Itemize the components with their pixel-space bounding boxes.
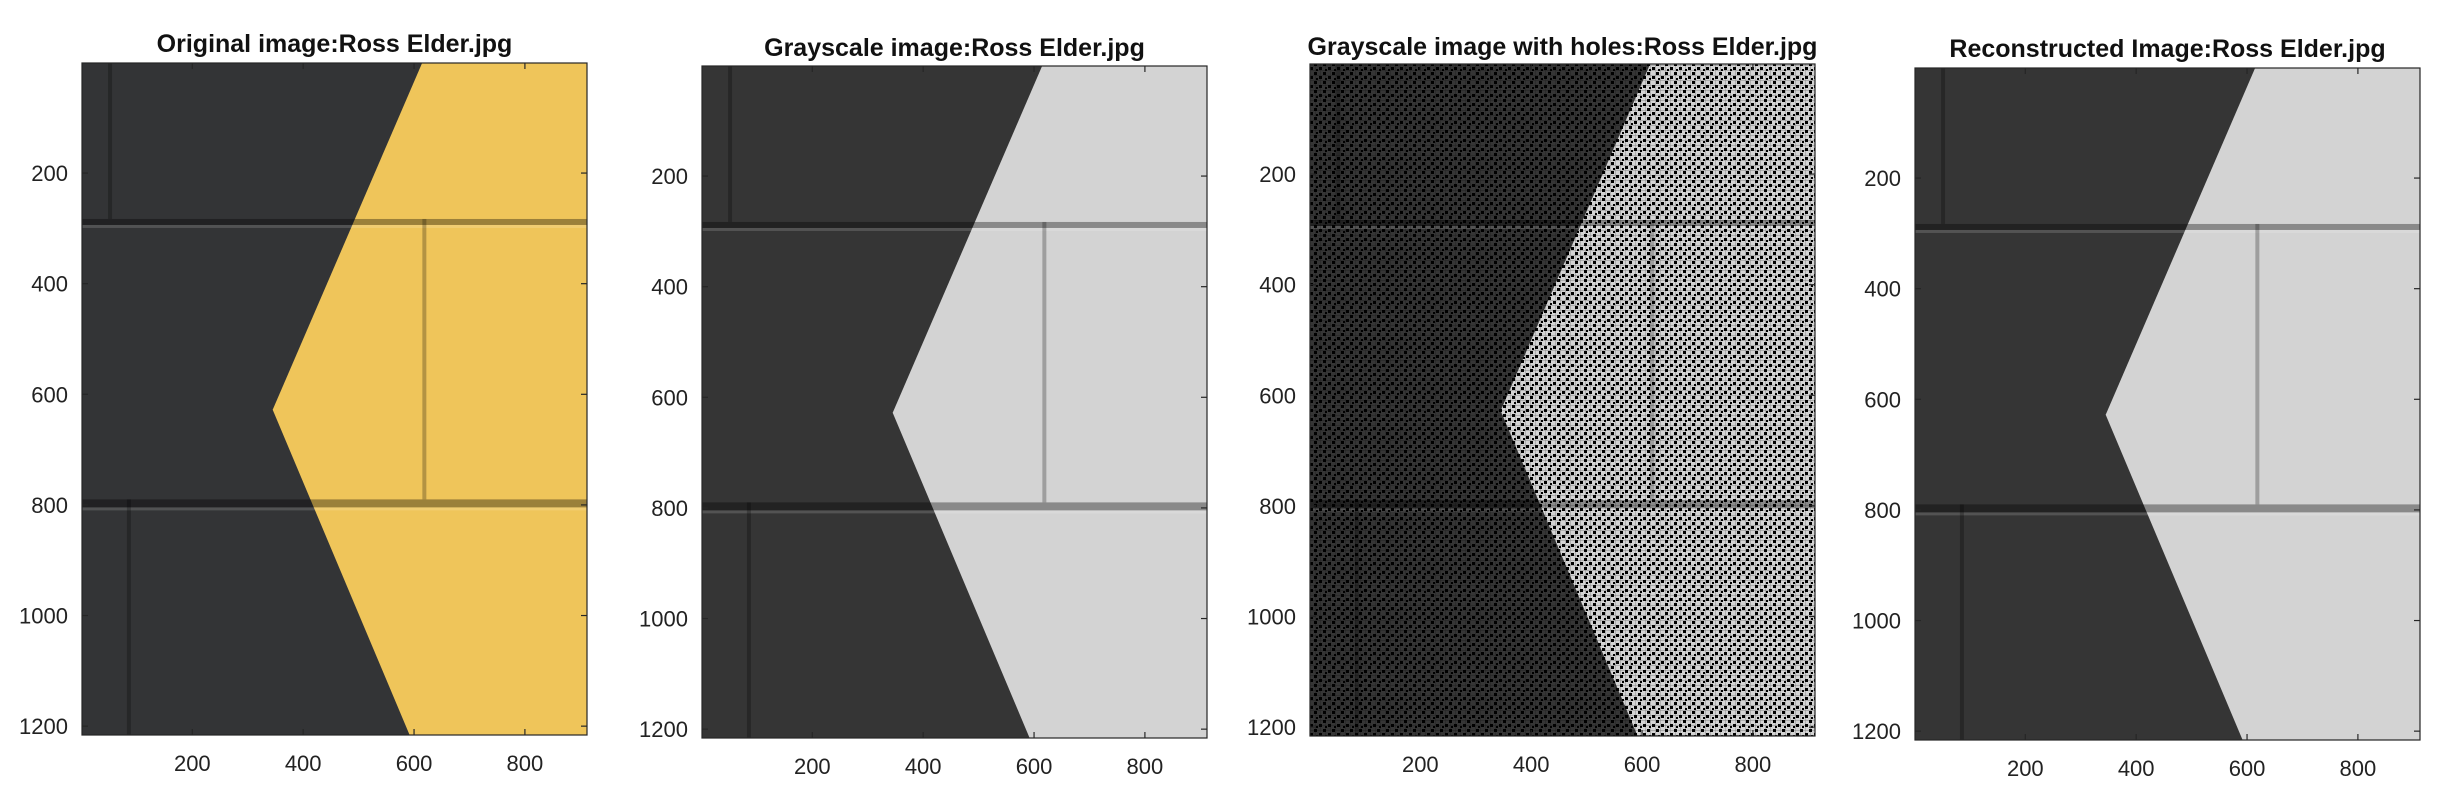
y-tick-label: 200: [1864, 166, 1901, 191]
x-tick-label: 800: [1735, 752, 1772, 777]
x-tick-label: 800: [507, 751, 544, 776]
mortar-joint-1: [728, 65, 732, 222]
x-tick-label: 400: [1513, 752, 1550, 777]
y-tick-label: 1200: [19, 714, 68, 739]
y-tick-label: 200: [651, 164, 688, 189]
y-tick-label: 1000: [1247, 605, 1296, 630]
y-tick-label: 400: [1259, 273, 1296, 298]
image-content: [82, 62, 587, 735]
mortar-line-1: [1915, 224, 2420, 230]
missing-pixel-grid: [1310, 64, 1815, 736]
y-tick-label: 600: [651, 385, 688, 410]
y-tick-label: 800: [1259, 494, 1296, 519]
y-tick-label: 1000: [639, 607, 688, 632]
x-tick-label: 600: [2229, 756, 2266, 781]
y-tick-label: 600: [31, 382, 68, 407]
mortar-joint-1: [1941, 67, 1945, 224]
mortar-line-2: [702, 502, 1207, 510]
image-panel-3: Grayscale image with holes:Ross Elder.jp…: [1247, 33, 1817, 777]
x-tick-label: 200: [174, 751, 211, 776]
image-panel-4: Reconstructed Image:Ross Elder.jpg 200 400…: [1852, 35, 2420, 781]
y-tick-label: 1200: [1852, 719, 1901, 744]
mortar-joint-3: [747, 502, 751, 738]
image-content: [702, 65, 1207, 738]
mortar-line-2: [82, 499, 587, 507]
x-tick-label: 400: [905, 754, 942, 779]
y-tick-label: 800: [1864, 498, 1901, 523]
y-tick-label: 1200: [639, 717, 688, 742]
y-tick-label: 1000: [1852, 609, 1901, 634]
mortar-joint-1: [108, 62, 112, 219]
panel-title: Grayscale image with holes:Ross Elder.jp…: [1308, 33, 1818, 61]
y-tick-label: 1000: [19, 604, 68, 629]
y-tick-label: 600: [1864, 387, 1901, 412]
x-tick-label: 200: [794, 754, 831, 779]
y-tick-label: 400: [31, 272, 68, 297]
mortar-line-1: [82, 219, 587, 225]
x-tick-label: 600: [1624, 752, 1661, 777]
y-tick-label: 600: [1259, 383, 1296, 408]
mortar-joint-2: [2255, 224, 2259, 504]
mortar-line-1: [702, 222, 1207, 228]
mortar-line-2: [1915, 504, 2420, 512]
image-content: [1915, 67, 2420, 740]
mortar-joint-3: [1960, 504, 1964, 740]
y-tick-label: 200: [1259, 162, 1296, 187]
mortar-joint-3: [127, 499, 131, 735]
panel-title: Reconstructed Image:Ross Elder.jpg: [1949, 35, 2385, 63]
x-tick-label: 200: [1402, 752, 1439, 777]
y-tick-label: 400: [1864, 277, 1901, 302]
mortar-joint-2: [1042, 222, 1046, 502]
panel-title: Original image:Ross Elder.jpg: [157, 30, 513, 58]
x-tick-label: 400: [2118, 756, 2155, 781]
x-tick-label: 600: [1016, 754, 1053, 779]
y-tick-label: 400: [651, 275, 688, 300]
x-tick-label: 800: [1127, 754, 1164, 779]
y-tick-label: 1200: [1247, 715, 1296, 740]
x-tick-label: 600: [396, 751, 433, 776]
y-tick-label: 800: [31, 493, 68, 518]
x-tick-label: 800: [2340, 756, 2377, 781]
y-tick-label: 200: [31, 161, 68, 186]
panel-title: Grayscale image:Ross Elder.jpg: [764, 34, 1145, 62]
mortar-joint-2: [422, 219, 426, 499]
x-tick-label: 200: [2007, 756, 2044, 781]
image-panel-2: Grayscale image:Ross Elder.jpg 200 400 600 8…: [639, 34, 1207, 779]
y-tick-label: 800: [651, 496, 688, 521]
x-tick-label: 400: [285, 751, 322, 776]
image-panel-1: Original image:Ross Elder.jpg 200 400 600 80…: [19, 30, 587, 776]
image-content: [1310, 63, 1815, 736]
